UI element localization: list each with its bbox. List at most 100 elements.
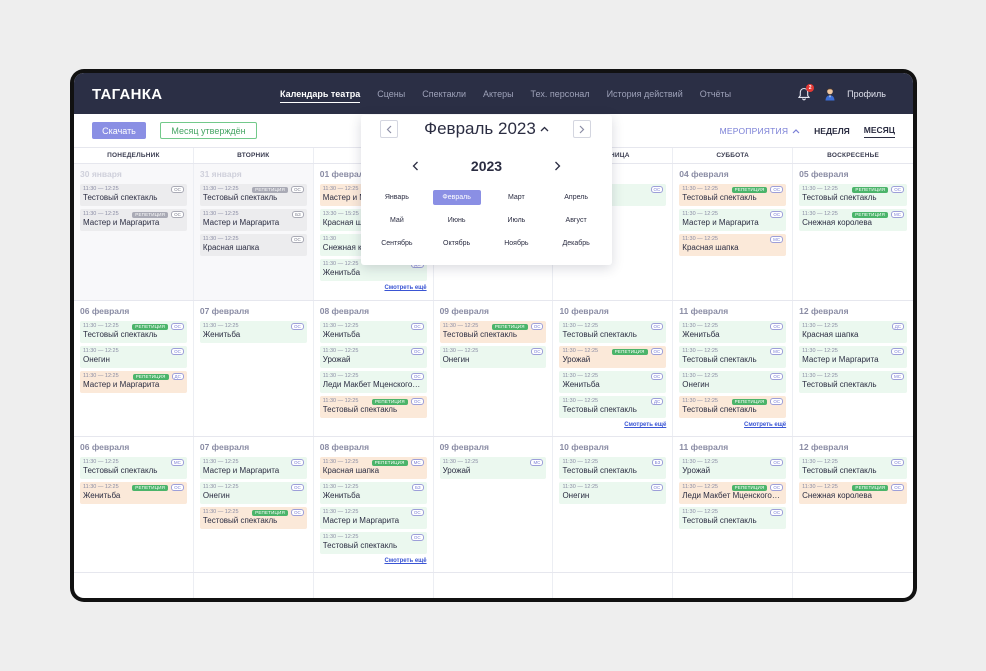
see-more-link[interactable]: Смотреть ещё bbox=[384, 285, 427, 291]
profile-link[interactable]: Профиль bbox=[847, 88, 886, 99]
event-card[interactable]: 11:30 — 12:25 Урожай ОС bbox=[319, 346, 427, 368]
next-month-button[interactable] bbox=[573, 120, 591, 138]
event-card[interactable]: 11:30 — 12:25 Мастер и Маргарита РЕПЕТИЦИЯ… bbox=[80, 209, 187, 231]
month-option[interactable]: Октябрь bbox=[443, 240, 471, 247]
event-card[interactable]: 11:30 — 12:25 Женитьба ОС bbox=[319, 321, 427, 343]
event-card[interactable]: 11:30 — 12:25 Тестовый спектакль РЕПЕТИЦИЯ… bbox=[80, 321, 187, 343]
event-card[interactable]: 11:30 — 12:25 Тестовый спектакль РЕПЕТИЦИЯ… bbox=[199, 507, 307, 529]
day-cell[interactable]: 08 февраля 11:30 — 12:25 Красная шапка РЕПЕ… bbox=[314, 437, 434, 572]
app-logo[interactable]: ТАГАНКА bbox=[92, 86, 163, 103]
day-cell[interactable]: 12 февраля 11:30 — 12:25 Красная шапка ДС 11… bbox=[793, 301, 913, 436]
nav-item[interactable]: Актеры bbox=[483, 88, 514, 99]
event-card[interactable]: 11:30 — 12:25 Тестовый спектакль МС bbox=[799, 371, 908, 393]
event-card[interactable]: 11:30 — 12:25 Тестовый спектакль РЕПЕТИЦИЯ… bbox=[799, 184, 908, 206]
event-card[interactable]: 11:30 — 12:25 Урожай ОС bbox=[679, 457, 787, 479]
event-card[interactable]: 11:30 — 12:25 Женитьба ОС bbox=[559, 371, 667, 393]
event-card[interactable]: 11:30 — 12:25 Тестовый спектакль ОС bbox=[319, 532, 427, 554]
notifications-bell-icon[interactable]: 2 bbox=[797, 83, 815, 101]
day-cell[interactable] bbox=[74, 573, 194, 598]
month-option[interactable]: Июль bbox=[507, 217, 526, 224]
event-card[interactable]: 11:30 — 12:25 Красная шапка ОС bbox=[199, 234, 307, 256]
nav-item[interactable]: Спектакли bbox=[422, 88, 466, 99]
day-cell[interactable]: 11 февраля 11:30 — 12:25 Женитьба ОС 11:30 —… bbox=[673, 301, 794, 436]
month-option[interactable]: Май bbox=[390, 217, 404, 224]
events-filter-dropdown[interactable]: МЕРОПРИЯТИЯ bbox=[720, 126, 801, 136]
event-card[interactable]: 11:30 — 12:25 Урожай РЕПЕТИЦИЯ ОС bbox=[559, 346, 667, 368]
day-cell[interactable]: 05 февраля 11:30 — 12:25 Тестовый спектакл… bbox=[793, 164, 913, 300]
event-card[interactable]: 11:30 — 12:25 Урожай МС bbox=[439, 457, 547, 479]
event-card[interactable]: 11:30 — 12:25 Тестовый спектакль ОС bbox=[679, 507, 787, 529]
download-button[interactable]: Скачать bbox=[92, 122, 146, 139]
day-cell[interactable]: 07 февраля 11:30 — 12:25 Женитьба ОС bbox=[194, 301, 314, 436]
event-card[interactable]: 11:30 — 12:25 Красная шапка ДС bbox=[799, 321, 908, 343]
day-cell[interactable] bbox=[194, 573, 314, 598]
month-option[interactable]: Декабрь bbox=[562, 240, 590, 247]
event-card[interactable]: 11:30 — 12:25 Онегин ОС bbox=[80, 346, 187, 368]
day-cell[interactable]: 09 февраля 11:30 — 12:25 Тестовый спектакл… bbox=[434, 301, 554, 436]
event-card[interactable]: 11:30 — 12:25 Тестовый спектакль РЕПЕТИЦИЯ… bbox=[319, 396, 427, 418]
event-card[interactable]: 11:30 — 12:25 Женитьба ОС bbox=[679, 321, 787, 343]
month-option[interactable]: Апрель bbox=[564, 194, 588, 201]
month-approved-button[interactable]: Месяц утверждён bbox=[160, 122, 257, 139]
event-card[interactable]: 11:30 — 12:25 Онегин ОС bbox=[439, 346, 547, 368]
event-card[interactable]: 11:30 — 12:25 Тестовый спектакль РЕПЕТИЦИЯ… bbox=[199, 184, 307, 206]
month-option[interactable]: Июнь bbox=[447, 217, 466, 224]
day-cell[interactable]: 30 января 11:30 — 12:25 Тестовый спектакль… bbox=[74, 164, 194, 300]
event-card[interactable]: 11:30 — 12:25 Женитьба РЕПЕТИЦИЯ ОС bbox=[80, 482, 187, 504]
event-card[interactable]: 11:30 — 12:25 Снежная королева РЕПЕТИЦИЯ МС bbox=[799, 209, 908, 231]
event-card[interactable]: 11:30 — 12:25 Онегин ОС bbox=[679, 371, 787, 393]
day-cell[interactable]: 31 января 11:30 — 12:25 Тестовый спектакль… bbox=[193, 164, 314, 300]
event-card[interactable]: 11:30 — 12:25 Мастер и Маргарита РЕПЕТИЦИЯ… bbox=[80, 371, 187, 393]
prev-year-chevron-icon[interactable] bbox=[412, 160, 419, 174]
see-more-link[interactable]: Смотреть ещё bbox=[384, 558, 427, 564]
event-card[interactable]: 11:30 — 12:25 Тестовый спектакль ОС bbox=[799, 457, 908, 479]
day-cell[interactable] bbox=[553, 573, 674, 598]
prev-month-button[interactable] bbox=[380, 120, 398, 138]
event-card[interactable]: 11:30 — 12:25 Тестовый спектакль МС bbox=[80, 457, 187, 479]
see-more-link[interactable]: Смотреть ещё bbox=[624, 422, 667, 428]
nav-item[interactable]: Отчёты bbox=[699, 88, 732, 99]
event-card[interactable]: 11:30 — 12:25 Мастер и Маргарита БЗ bbox=[199, 209, 307, 231]
nav-item[interactable]: Сцены bbox=[377, 88, 406, 99]
event-card[interactable]: 11:30 — 12:25 Тестовый спектакль РЕПЕТИЦИЯ… bbox=[439, 321, 547, 343]
day-cell[interactable] bbox=[434, 573, 554, 598]
day-cell[interactable]: 08 февраля 11:30 — 12:25 Женитьба ОС 11:30 —… bbox=[314, 301, 434, 436]
event-card[interactable]: 11:30 — 12:25 Женитьба БЗ bbox=[319, 482, 427, 504]
day-cell[interactable]: 06 февраля 11:30 — 12:25 Тестовый спектакл… bbox=[74, 437, 194, 572]
event-card[interactable]: 11:30 — 12:25 Тестовый спектакль ДС bbox=[559, 396, 667, 418]
view-month-tab[interactable]: МЕСЯЦ bbox=[863, 125, 895, 138]
day-cell[interactable]: 12 февраля 11:30 — 12:25 Тестовый спектакл… bbox=[793, 437, 913, 572]
picker-title[interactable]: Февраль 2023 bbox=[361, 119, 612, 139]
event-card[interactable]: 11:30 — 12:25 Тестовый спектакль БЗ bbox=[559, 457, 667, 479]
event-card[interactable]: 11:30 — 12:25 Онегин ОС bbox=[559, 482, 667, 504]
nav-item[interactable]: Тех. персонал bbox=[530, 88, 590, 99]
day-cell[interactable] bbox=[793, 573, 913, 598]
event-card[interactable]: 11:30 — 12:25 Тестовый спектакль ОС bbox=[559, 321, 667, 343]
day-cell[interactable]: 07 февраля 11:30 — 12:25 Мастер и Маргарит… bbox=[194, 437, 314, 572]
event-card[interactable]: 11:30 — 12:25 Тестовый спектакль РЕПЕТИЦИЯ… bbox=[679, 184, 787, 206]
day-cell[interactable]: 11 февраля 11:30 — 12:25 Урожай ОС 11:30 — 1… bbox=[673, 437, 794, 572]
nav-item[interactable]: Календарь театра bbox=[280, 73, 361, 114]
next-year-chevron-icon[interactable] bbox=[554, 160, 561, 174]
day-cell[interactable]: 10 февраля 11:30 — 12:25 Тестовый спектакл… bbox=[553, 437, 674, 572]
event-card[interactable]: 11:30 — 12:25 Красная шапка МС bbox=[679, 234, 787, 256]
see-more-link[interactable]: Смотреть ещё bbox=[744, 422, 787, 428]
event-card[interactable]: 11:30 — 12:25 Женитьба ОС bbox=[199, 321, 307, 343]
day-cell[interactable] bbox=[673, 573, 794, 598]
view-week-tab[interactable]: НЕДЕЛЯ bbox=[814, 126, 850, 136]
month-option[interactable]: Февраль bbox=[432, 190, 481, 205]
nav-item[interactable]: История действий bbox=[606, 88, 683, 99]
day-cell[interactable] bbox=[314, 573, 434, 598]
day-cell[interactable]: 04 февраля 11:30 — 12:25 Тестовый спектакл… bbox=[673, 164, 794, 300]
event-card[interactable]: 11:30 — 12:25 Тестовый спектакль РЕПЕТИЦИЯ… bbox=[679, 396, 787, 418]
user-avatar-icon[interactable] bbox=[823, 87, 837, 101]
event-card[interactable]: 11:30 — 12:25 Тестовый спектакль ОС bbox=[80, 184, 187, 206]
event-card[interactable]: 11:30 — 12:25 Снежная королева РЕПЕТИЦИЯ ОС bbox=[799, 482, 908, 504]
day-cell[interactable]: 10 февраля 11:30 — 12:25 Тестовый спектакл… bbox=[553, 301, 674, 436]
